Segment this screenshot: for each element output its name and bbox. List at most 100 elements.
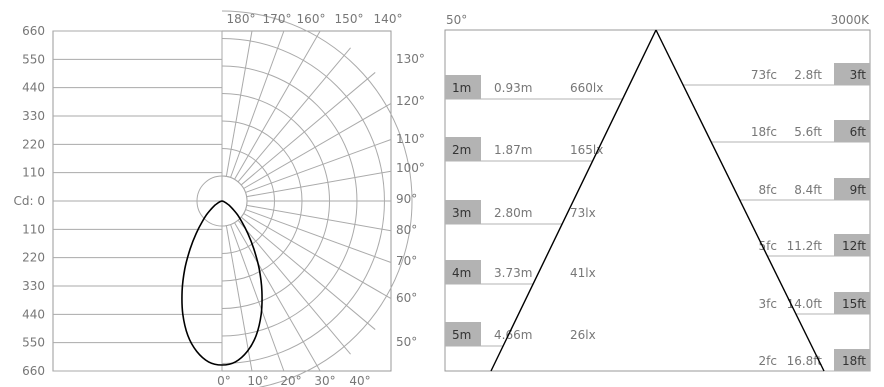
cd-tick-label: 550 (22, 336, 45, 350)
polar-panel: 660 550 440 330 220 110 Cd: 0 110 220 330 440 550 66… (14, 10, 425, 387)
polar-radial-line (225, 225, 253, 372)
imperial-distance-box (834, 234, 870, 256)
cd-tick-label: Cd: 0 (14, 194, 46, 208)
polar-grid (53, 10, 413, 387)
angle-label-bottom: 20° (280, 374, 301, 387)
cone-rows: 1m 0.93m 660lx 2m 1.87m 165lx 3m 2.80m 73lx 4m 3.7… (445, 63, 870, 372)
imperial-fc-label: 18fc (751, 125, 777, 139)
cd-tick-label: 110 (22, 222, 45, 236)
imperial-distance-box (834, 120, 870, 142)
intensity-curve (181, 200, 263, 366)
metric-distance-label: 1m (452, 81, 471, 95)
polar-radial-line (245, 209, 392, 263)
polar-radial-line (230, 30, 285, 178)
imperial-diameter-label: 5.6ft (794, 125, 822, 139)
metric-lux-label: 41lx (570, 266, 596, 280)
angle-label-bottom: 10° (247, 374, 268, 387)
polar-radial-line (246, 204, 392, 232)
cone-panel: 50° 3000K 1m 0.93m 660lx 2m 1.87m 165lx 3m 2.80… (444, 13, 871, 372)
polar-radial-line (245, 139, 392, 193)
metric-distance-label: 4m (452, 266, 471, 280)
angle-label-top: 170° (263, 12, 292, 26)
color-temp-label: 3000K (831, 13, 871, 27)
angle-label-bottom: 0° (217, 374, 231, 387)
angle-label-bottom: 30° (314, 374, 335, 387)
imperial-distance-box (834, 349, 870, 371)
cone-right-edge (655, 29, 825, 372)
angle-label-right: 70° (396, 254, 417, 268)
polar-radial-line (230, 224, 285, 372)
angle-label-top: 140° (374, 12, 403, 26)
imperial-distance-label: 3ft (850, 68, 867, 82)
polar-tick-labels: 660 550 440 330 220 110 Cd: 0 110 220 330 440 550 66… (14, 24, 46, 378)
angle-label-bottom: 40° (349, 374, 370, 387)
imperial-diameter-label: 16.8ft (787, 354, 823, 368)
metric-diameter-label: 3.73m (494, 266, 532, 280)
imperial-diameter-label: 2.8ft (794, 68, 822, 82)
cd-tick-label: 110 (22, 166, 45, 180)
angle-label-right: 120° (396, 94, 425, 108)
metric-distance-label: 2m (452, 143, 471, 157)
imperial-distance-label: 12ft (842, 239, 866, 253)
metric-lux-label: 660lx (570, 81, 603, 95)
imperial-distance-label: 9ft (850, 183, 867, 197)
angle-label-right: 100° (396, 161, 425, 175)
imperial-diameter-label: 8.4ft (794, 183, 822, 197)
imperial-distance-label: 18ft (842, 354, 866, 368)
cd-tick-label: 660 (22, 24, 45, 38)
angle-label-right: 50° (396, 335, 417, 349)
angle-label-right: 110° (396, 132, 425, 146)
imperial-diameter-label: 11.2ft (787, 239, 823, 253)
metric-distance-box (445, 137, 481, 161)
cd-tick-label: 220 (22, 137, 45, 151)
metric-diameter-label: 1.87m (494, 143, 532, 157)
beam-angle-label: 50° (446, 13, 467, 27)
angle-label-right: 130° (396, 52, 425, 66)
imperial-fc-label: 2fc (759, 354, 777, 368)
metric-diameter-label: 2.80m (494, 206, 532, 220)
metric-diameter-label: 0.93m (494, 81, 532, 95)
cd-tick-label: 440 (22, 81, 45, 95)
angle-label-top: 180° (227, 12, 256, 26)
imperial-distance-label: 6ft (850, 125, 867, 139)
polar-angle-labels: 180° 170° 160° 150° 140° 130° 120° 110° 100° 90° 8… (217, 12, 425, 387)
cd-tick-label: 440 (22, 307, 45, 321)
polar-radial-line (237, 47, 351, 183)
imperial-fc-label: 73fc (751, 68, 777, 82)
metric-distance-box (445, 75, 481, 99)
metric-distance-label: 3m (452, 206, 471, 220)
metric-lux-label: 73lx (570, 206, 596, 220)
imperial-fc-label: 5fc (759, 239, 777, 253)
cd-tick-label: 550 (22, 52, 45, 66)
cd-tick-label: 220 (22, 251, 45, 265)
metric-diameter-label: 4.66m (494, 328, 532, 342)
polar-radial-line (225, 30, 253, 177)
cd-tick-label: 330 (22, 279, 45, 293)
polar-radial-line (243, 213, 392, 300)
angle-label-top: 150° (335, 12, 364, 26)
imperial-diameter-label: 14.0ft (787, 297, 823, 311)
polar-radial-line (234, 222, 321, 372)
cd-tick-label: 660 (22, 364, 45, 378)
metric-distance-label: 5m (452, 328, 471, 342)
metric-lux-label: 165lx (570, 143, 603, 157)
imperial-distance-box (834, 63, 870, 85)
polar-arc (221, 10, 413, 387)
polar-radial-line (237, 219, 351, 355)
cd-tick-label: 330 (22, 109, 45, 123)
polar-radial-line (243, 102, 392, 189)
cone-lines (490, 29, 825, 372)
metric-distance-box (445, 322, 481, 346)
metric-lux-label: 26lx (570, 328, 596, 342)
polar-radial-line (240, 216, 376, 330)
polar-radial-line (240, 72, 376, 186)
polar-radial-line (234, 30, 321, 180)
imperial-distance-box (834, 178, 870, 200)
angle-label-right: 80° (396, 223, 417, 237)
imperial-fc-label: 8fc (759, 183, 777, 197)
imperial-distance-box (834, 292, 870, 314)
polar-radial-line (246, 170, 392, 198)
metric-distance-box (445, 200, 481, 224)
angle-label-right: 90° (396, 192, 417, 206)
